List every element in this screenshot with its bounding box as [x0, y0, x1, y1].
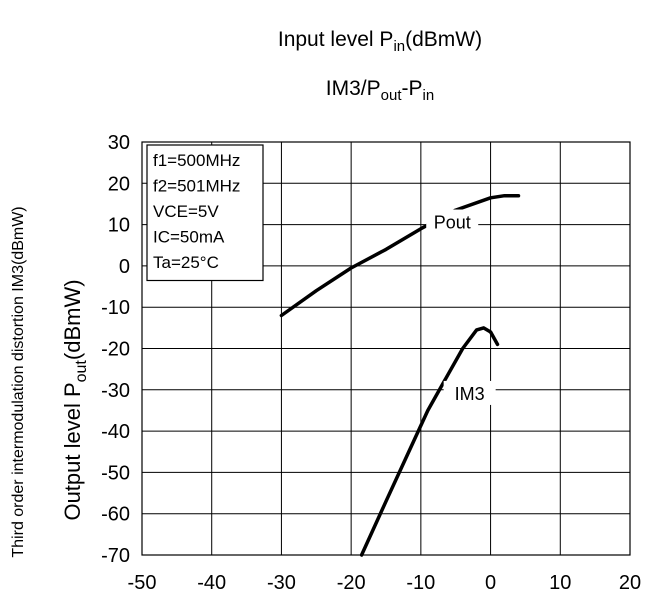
- chart-title-main-suffix: (dBmW): [405, 28, 482, 51]
- annotation-im3: IM3: [455, 384, 485, 404]
- plot-frame: [141, 141, 631, 556]
- annotations: Pout IM3: [426, 209, 496, 405]
- chart-title: Input level Pin(dBmW): [278, 28, 482, 55]
- condition-text: f2=501MHz: [153, 177, 240, 196]
- chart-subtitle-sub-in: in: [423, 87, 435, 104]
- chart-subtitle-sub-out: out: [381, 87, 403, 104]
- y-axis-label-inner-suffix: (dBmW): [60, 279, 85, 360]
- y-tick-label: -70: [101, 545, 130, 567]
- x-tick-label: -50: [128, 572, 157, 594]
- x-tick-label: 10: [549, 572, 571, 594]
- chart-subtitle-prefix: IM3/P: [326, 77, 381, 100]
- condition-text: IC=50mA: [153, 228, 225, 247]
- conditions-box: f1=500MHz f2=501MHz VCE=5V IC=50mA Ta=25°C: [146, 144, 264, 282]
- y-axis-label-outer: Third order intermodulation distortion I…: [10, 206, 27, 557]
- chart-title-main: Input level P: [278, 28, 394, 51]
- y-tick-label: 30: [108, 132, 130, 154]
- tick-labels: -50 -40 -30 -20 -10 0 10 20 30 20 10 0 -10 -20 -30 -40 -…: [101, 132, 641, 594]
- condition-text: VCE=5V: [153, 202, 219, 221]
- y-tick-label: -40: [101, 421, 130, 443]
- series-line-im3: [359, 326, 500, 557]
- y-tick-label: 10: [108, 215, 130, 237]
- x-tick-label: 0: [485, 572, 496, 594]
- chart-subtitle-mid: -P: [402, 77, 423, 100]
- annotation-pout: Pout: [434, 213, 471, 233]
- y-axis-label-inner: Output level Pout(dBmW): [60, 279, 90, 520]
- y-tick-label: -30: [101, 380, 130, 402]
- annotation-bg: [426, 209, 479, 234]
- y-tick-label: -10: [101, 297, 130, 319]
- x-tick-label: -40: [197, 572, 226, 594]
- series-line-pout: [279, 193, 521, 318]
- chart-title-main-sub: in: [393, 38, 405, 55]
- x-tick-label: -20: [337, 572, 366, 594]
- y-tick-label: 20: [108, 173, 130, 195]
- condition-text: Ta=25°C: [153, 253, 219, 272]
- y-tick-label: -60: [101, 504, 130, 526]
- x-tick-label: 20: [619, 572, 641, 594]
- y-tick-label: -50: [101, 462, 130, 484]
- series-lines: [279, 193, 521, 557]
- y-tick-label: -20: [101, 339, 130, 361]
- y-tick-label: 0: [119, 256, 130, 278]
- y-axis-label-inner-sub: out: [73, 360, 90, 383]
- y-axis-label-inner-prefix: Output level P: [60, 382, 85, 520]
- conditions-frame: [146, 144, 264, 282]
- x-tick-label: -10: [406, 572, 435, 594]
- chart-subtitle: IM3/Pout-Pin: [326, 77, 434, 104]
- x-tick-label: -30: [267, 572, 296, 594]
- condition-text: f1=500MHz: [153, 151, 240, 170]
- annotation-bg: [443, 380, 496, 405]
